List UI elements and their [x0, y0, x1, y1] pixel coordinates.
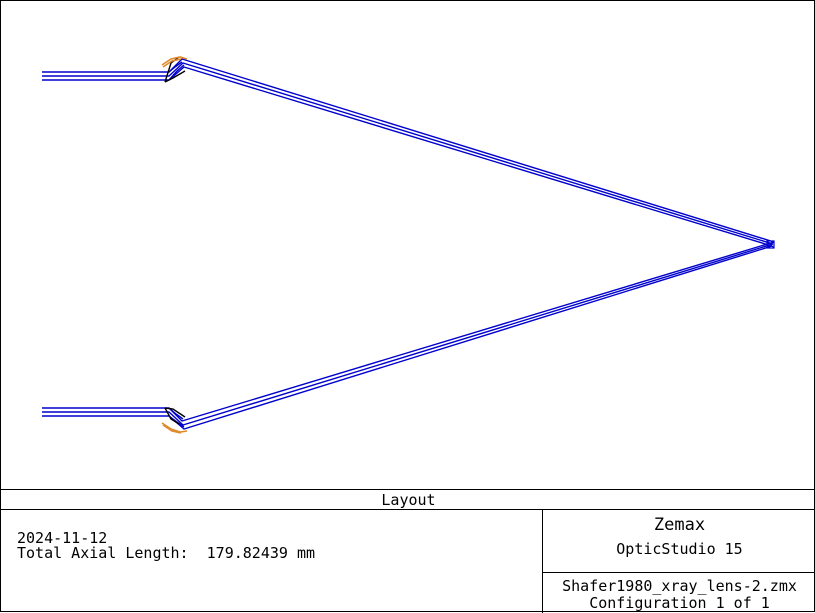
- file-name: Shafer1980_xray_lens-2.zmx: [562, 577, 797, 595]
- optical-layout-plot: [42, 56, 775, 434]
- product-name: OpticStudio 15: [616, 540, 743, 558]
- axial-length-label: Total Axial Length: 179.82439 mm: [17, 544, 316, 562]
- branding-panel: Zemax OpticStudio 15: [543, 510, 815, 573]
- configuration-label: Configuration 1 of 1: [589, 594, 770, 612]
- layout-title: Layout: [1, 489, 815, 510]
- mirror-top: [161, 56, 188, 68]
- date-label: 2024-11-12: [17, 529, 108, 547]
- file-panel: Shafer1980_xray_lens-2.zmx Configuration…: [543, 573, 815, 613]
- primary-surface-bottom: [164, 407, 186, 425]
- ray-bundle-bottom: [42, 241, 775, 430]
- image-plane: [766, 240, 775, 249]
- company-name: Zemax: [653, 515, 706, 535]
- mirror-bottom: [161, 422, 188, 434]
- primary-surface-top: [164, 56, 186, 83]
- info-panel: 2024-11-12 Total Axial Length: 179.82439…: [1, 510, 543, 613]
- ray-bundle-top: [42, 58, 775, 247]
